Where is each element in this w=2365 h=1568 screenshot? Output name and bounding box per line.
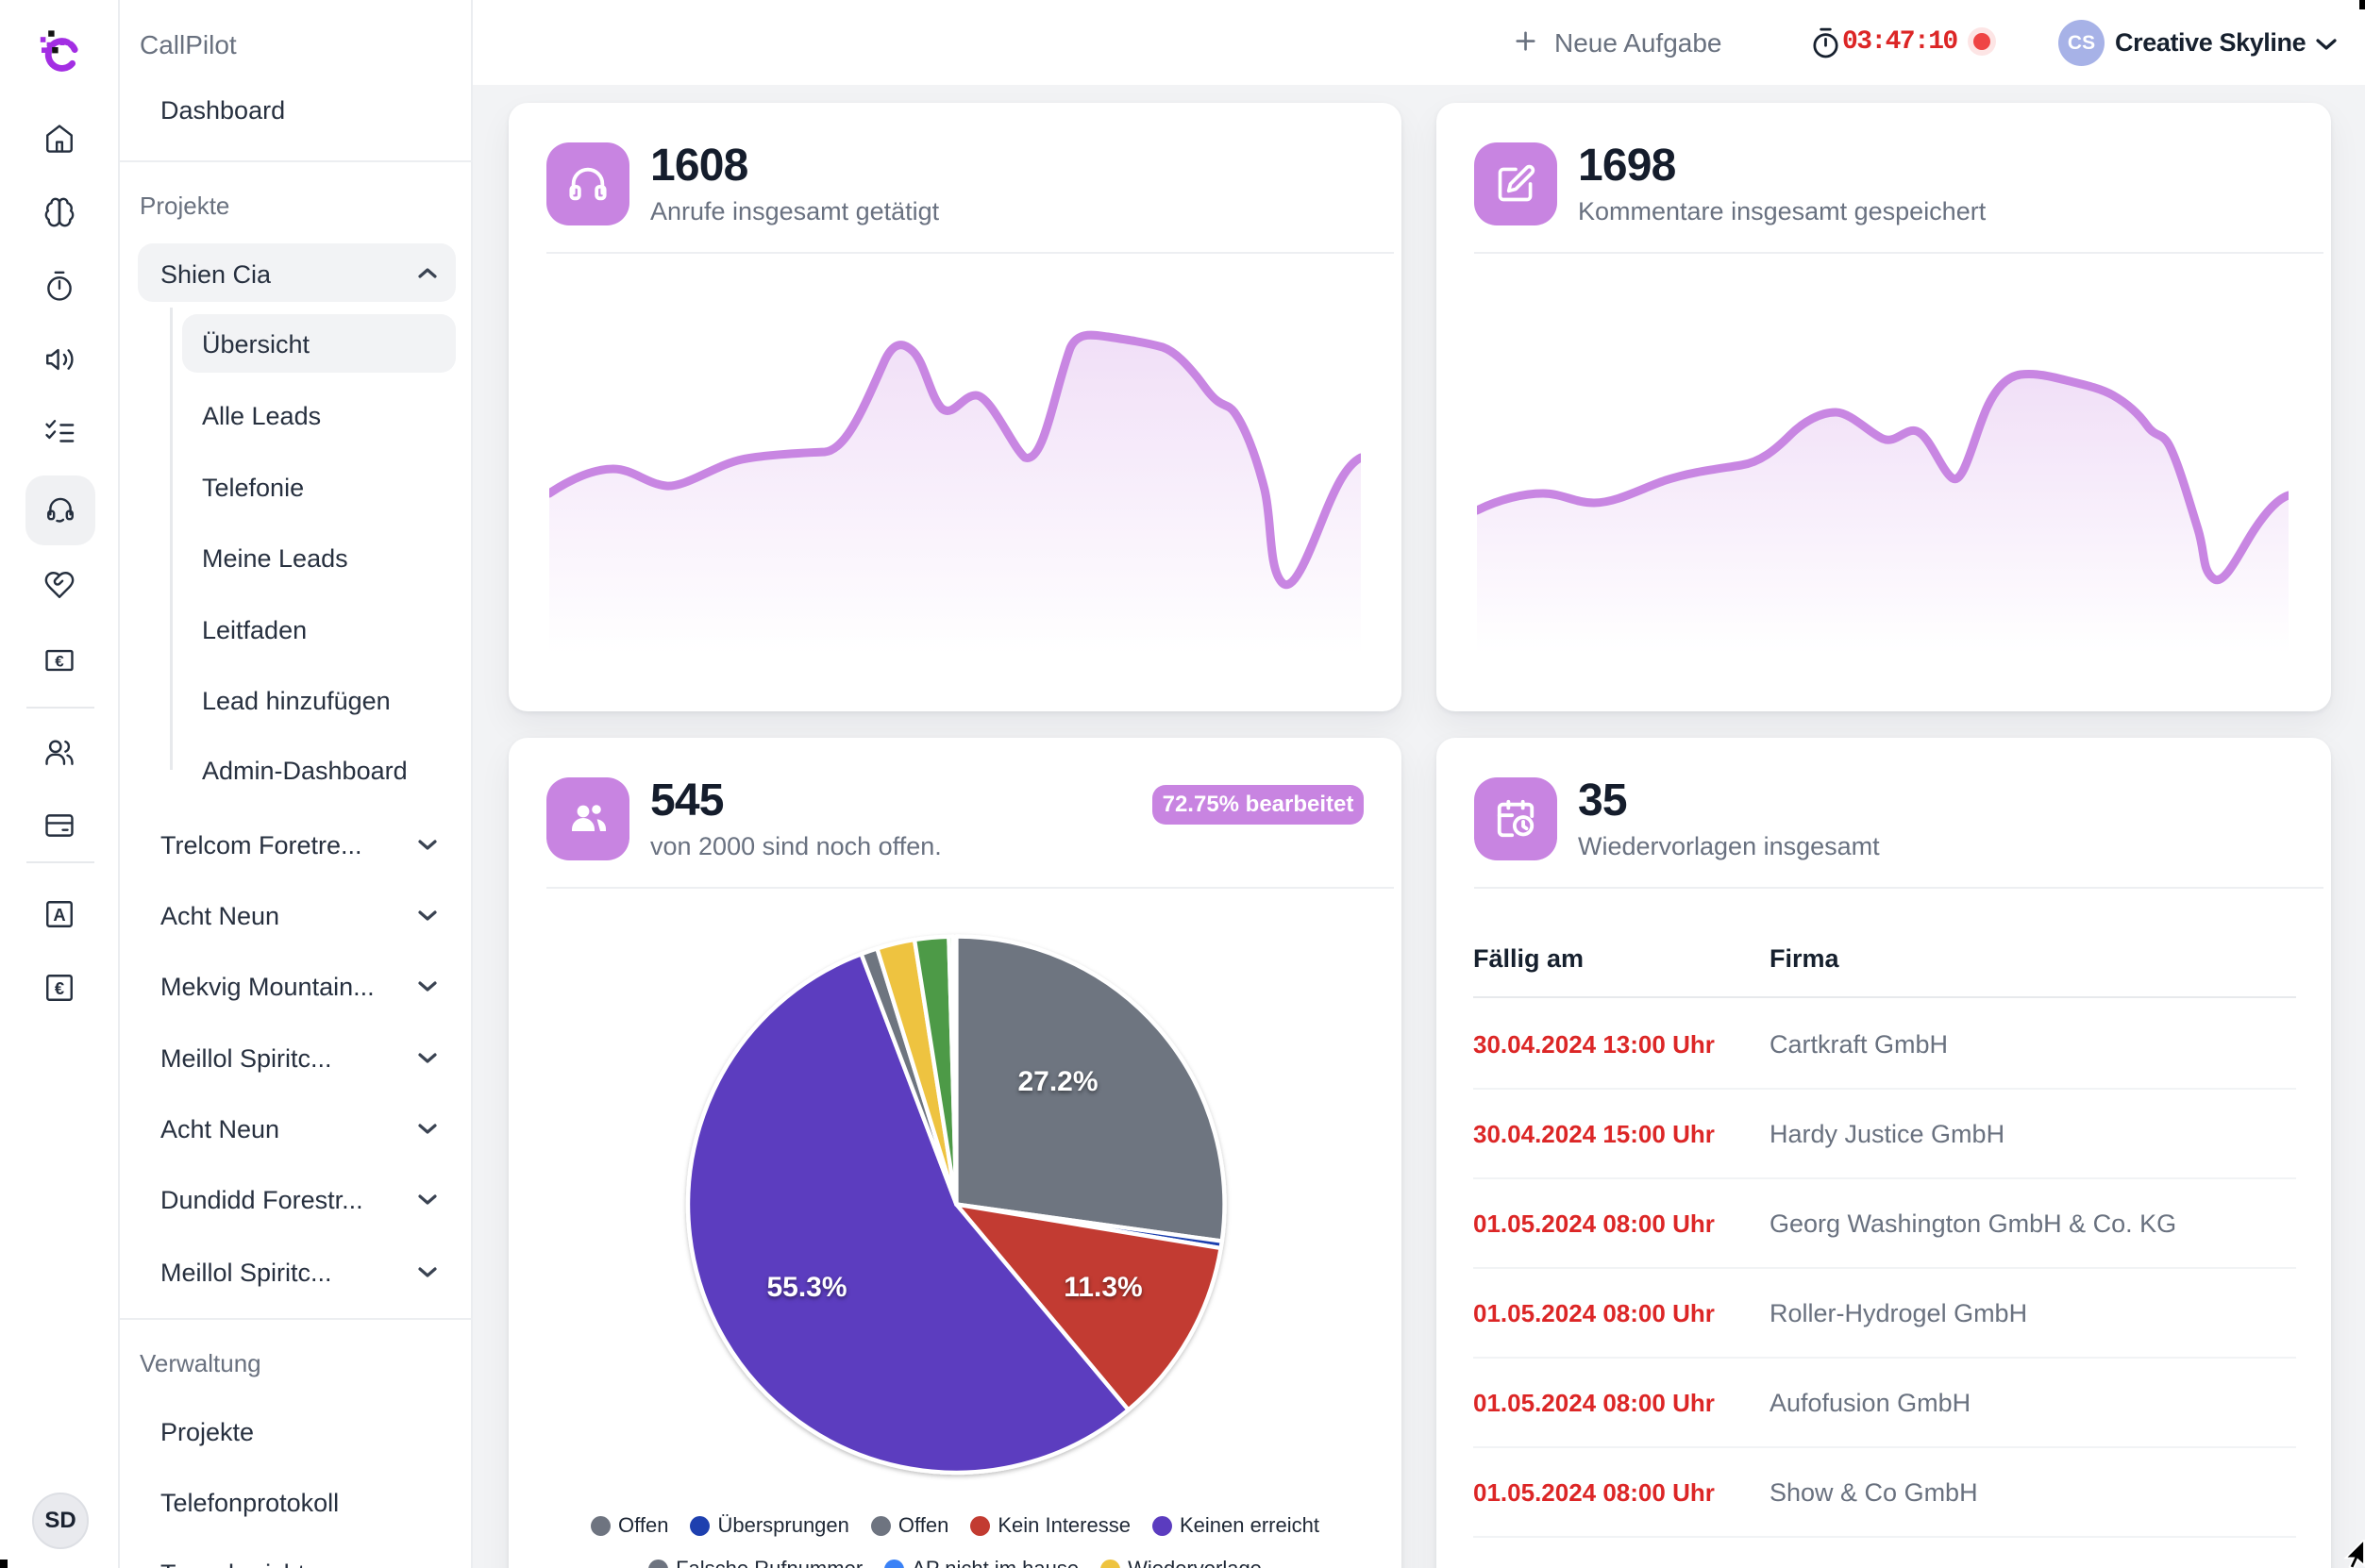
svg-text:€: €: [55, 653, 64, 671]
svg-text:€: €: [55, 978, 64, 998]
svg-text:55.3%: 55.3%: [766, 1272, 847, 1303]
svg-text:27.2%: 27.2%: [1017, 1066, 1098, 1097]
svg-text:11.3%: 11.3%: [1064, 1272, 1142, 1303]
svg-text:A: A: [53, 905, 65, 925]
